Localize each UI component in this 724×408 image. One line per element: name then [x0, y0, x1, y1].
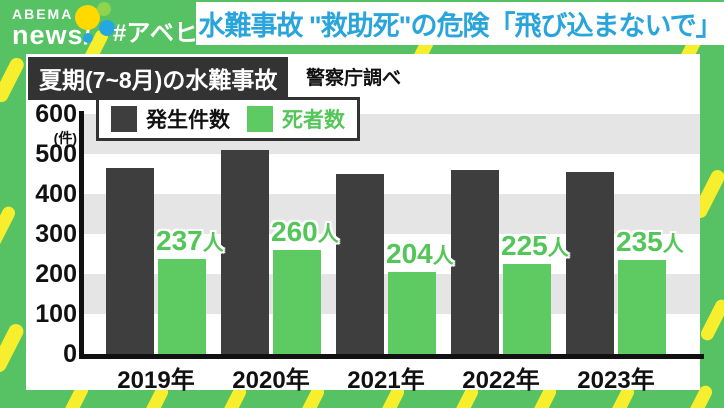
bar-deaths-2023年	[618, 260, 666, 354]
x-axis-label-2019年: 2019年	[117, 367, 195, 394]
legend-swatch-deaths	[247, 106, 273, 132]
deaths-value-label-2022年: 225人	[501, 230, 569, 261]
y-axis-tick-0: 0	[63, 340, 77, 368]
x-axis-label-2022年: 2022年	[462, 367, 540, 394]
yellow-dash	[698, 297, 724, 343]
plot-area: 237人 2019年 260人 2020年 204人 2021年 225人 2022年 235人…	[79, 111, 704, 394]
logo-dot-blue	[99, 20, 115, 36]
x-axis-label-2023年: 2023年	[577, 367, 655, 394]
deaths-value-label-2020年: 260人	[271, 216, 339, 247]
x-axis-line	[79, 354, 704, 359]
deaths-value-label-2021年: 204人	[386, 238, 454, 269]
chart-source: 警察庁調べ	[306, 68, 402, 89]
bar-incidents-2020年	[221, 150, 269, 354]
legend-label-deaths: 死者数	[282, 109, 345, 132]
legend: 発生件数 死者数	[96, 97, 360, 141]
bar-incidents-2021年	[336, 174, 384, 354]
bar-deaths-2021年	[388, 272, 436, 354]
y-axis-tick-100: 100	[35, 300, 77, 328]
x-axis-label-2021年: 2021年	[347, 367, 425, 394]
y-axis-tick-600: 600	[35, 100, 77, 128]
legend-label-incidents: 発生件数	[146, 109, 230, 132]
bar-incidents-2022年	[451, 170, 499, 354]
y-axis-ticks: 0 100 200 300 400 500 600	[0, 0, 77, 408]
y-axis-tick-200: 200	[35, 260, 77, 288]
y-axis-unit: (件)	[53, 130, 77, 146]
bar-deaths-2019年	[158, 259, 206, 354]
deaths-value-label-2019年: 237人	[156, 225, 224, 256]
y-axis-tick-400: 400	[35, 180, 77, 208]
y-axis-tick-300: 300	[35, 220, 77, 248]
deaths-value-label-2023年: 235人	[616, 226, 684, 257]
chart-title: 夏期(7~8月)の水難事故	[28, 57, 289, 100]
bar-deaths-2020年	[273, 250, 321, 354]
logo-text-abema: ABEMA	[12, 6, 74, 22]
y-axis-line	[79, 111, 84, 359]
bar-deaths-2022年	[503, 264, 551, 354]
bar-incidents-2019年	[106, 168, 154, 354]
headline-banner: 水難事故 "救助死"の危険「飛び込まないで」	[196, 2, 724, 45]
x-axis-label-2020年: 2020年	[232, 367, 310, 394]
y-axis-tick-500: 500	[35, 140, 77, 168]
logo-dot-green	[97, 2, 111, 16]
bar-incidents-2023年	[566, 172, 614, 354]
legend-swatch-incidents	[111, 106, 137, 132]
logo-dot-blue-small	[83, 33, 93, 43]
logo-dot-yellow	[75, 5, 100, 30]
headline-text: 水難事故 "救助死"の危険「飛び込まないで」	[198, 11, 722, 41]
